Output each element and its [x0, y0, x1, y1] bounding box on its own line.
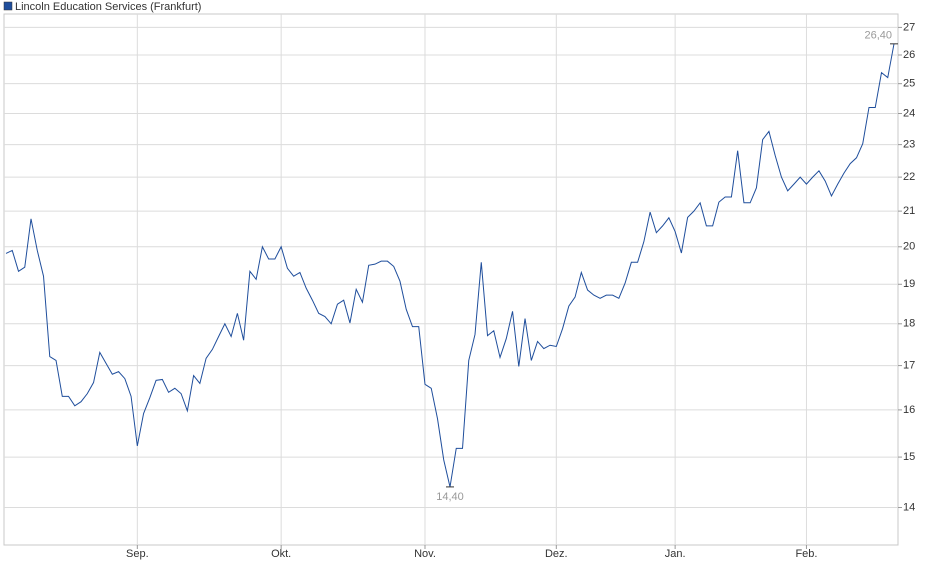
- y-tick-label: 23: [903, 139, 915, 151]
- value-label: 14,40: [436, 491, 464, 503]
- legend-label: Lincoln Education Services (Frankfurt): [15, 1, 201, 13]
- y-tick-label: 16: [903, 404, 915, 416]
- x-tick-label: Nov.: [414, 548, 436, 560]
- y-tick-label: 15: [903, 451, 915, 463]
- y-tick-label: 22: [903, 171, 915, 183]
- y-tick-label: 17: [903, 359, 915, 371]
- y-tick-label: 24: [903, 107, 915, 119]
- x-tick-label: Dez.: [545, 548, 568, 560]
- y-tick-label: 25: [903, 78, 915, 90]
- y-tick-label: 21: [903, 205, 915, 217]
- x-tick-label: Okt.: [271, 548, 291, 560]
- x-tick-label: Sep.: [126, 548, 149, 560]
- value-label: 26,40: [864, 30, 892, 42]
- y-tick-label: 18: [903, 318, 915, 330]
- x-tick-label: Jan.: [665, 548, 686, 560]
- x-tick-label: Feb.: [795, 548, 817, 560]
- y-tick-label: 20: [903, 241, 915, 253]
- legend-swatch: [3, 1, 13, 11]
- y-tick-label: 14: [903, 501, 915, 513]
- y-tick-label: 19: [903, 278, 915, 290]
- y-tick-label: 27: [903, 21, 915, 33]
- y-tick-label: 26: [903, 49, 915, 61]
- plot-area: [3, 13, 899, 546]
